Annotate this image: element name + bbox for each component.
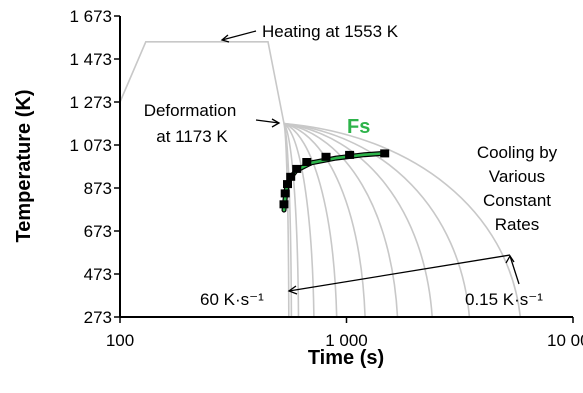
y-axis-title: Temperature (K) (13, 90, 35, 243)
x-tick-label: 10 000 (547, 331, 583, 350)
y-tick-label: 1 073 (69, 136, 112, 155)
cooling-curve (283, 122, 522, 318)
cooling-label-4: Rates (495, 215, 539, 234)
fs-point (286, 172, 296, 181)
deformation-label-2: at 1173 K (156, 127, 228, 146)
fs-point (283, 180, 292, 189)
fs-point (280, 189, 290, 198)
fs-point (345, 150, 355, 159)
fs-label: Fs (347, 116, 370, 138)
y-tick-label: 273 (84, 308, 112, 327)
heating-label: Heating at 1553 K (262, 22, 399, 41)
cooling-curves (283, 122, 522, 318)
x-ticks: 100 1 000 10 000 (106, 317, 583, 350)
fs-point (380, 149, 390, 158)
x-tick-label: 1 000 (325, 331, 368, 350)
fs-point (279, 200, 289, 209)
annotations: Heating at 1553 K Deformation at 1173 K … (144, 22, 558, 309)
fs-points-layer (279, 149, 390, 209)
slow-rate-arrowhead-left (287, 285, 298, 295)
heating-arrow (221, 30, 257, 41)
y-tick-label: 1 673 (69, 7, 112, 26)
cooling-label-2: Various (489, 167, 545, 186)
annotation-arrows (220, 30, 520, 295)
fs-point (302, 158, 312, 166)
cooling-curve (283, 122, 433, 318)
deformation-arrowhead (271, 118, 281, 128)
y-tick-label: 673 (84, 222, 112, 241)
cooling-label-1: Cooling by (477, 143, 558, 162)
cooling-curve (283, 122, 471, 318)
cooling-curve (283, 122, 399, 318)
fs-fit-line (282, 151, 388, 212)
slow-rate-label: 0.15 K·s⁻¹ (465, 290, 543, 309)
thermal-path-line (119, 40, 285, 124)
fs-point (292, 164, 302, 173)
fast-rate-label: 60 K·s⁻¹ (200, 290, 264, 309)
y-tick-label: 873 (84, 179, 112, 198)
cooling-curve (283, 122, 315, 318)
fs-fit-layer (281, 150, 389, 213)
x-tick-label: 100 (106, 331, 134, 350)
slow-rate-label-arrow (509, 255, 520, 285)
y-ticks: 273 473 673 873 1 073 1 273 1 473 1 673 (69, 7, 120, 327)
fs-point (321, 152, 331, 161)
x-axis-title: Time (s) (308, 347, 384, 369)
slow-rate-arrow (288, 254, 511, 292)
deformation-label-1: Deformation (144, 101, 237, 120)
y-tick-label: 1 273 (69, 93, 112, 112)
cooling-label-3: Constant (483, 191, 551, 210)
y-tick-label: 473 (84, 265, 112, 284)
thermal-path (119, 40, 285, 124)
deformation-arrow (255, 119, 280, 124)
cooling-curve (283, 122, 338, 318)
heating-arrowhead (220, 34, 230, 43)
slow-rate-arrowhead-right (505, 254, 515, 264)
y-tick-label: 1 473 (69, 50, 112, 69)
cooling-curve (283, 123, 300, 318)
